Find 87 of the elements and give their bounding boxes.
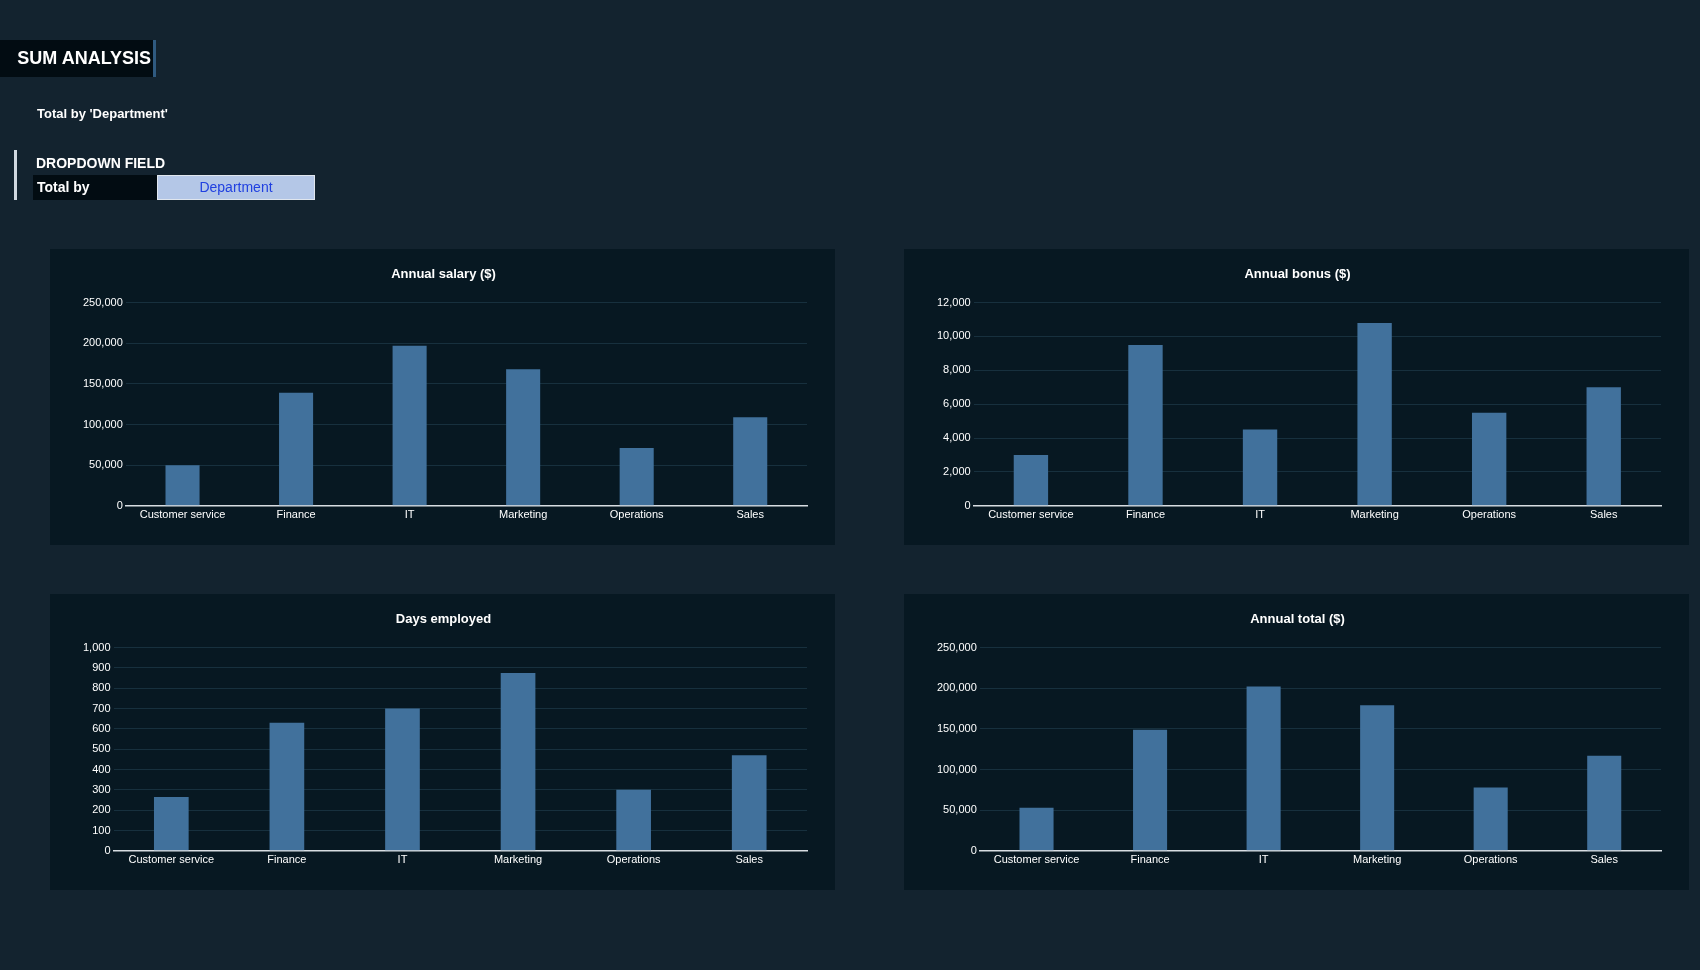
x-tick-label: IT bbox=[397, 853, 408, 866]
text: DROPDOWN FIELD bbox=[36, 155, 166, 171]
bar bbox=[269, 722, 305, 851]
y-tick-label: 200,000 bbox=[937, 681, 977, 694]
bar bbox=[1586, 387, 1621, 506]
y-tick-label: 600 bbox=[92, 721, 111, 734]
bar bbox=[1242, 429, 1278, 506]
x-tick-label: Marketing bbox=[493, 853, 543, 866]
y-tick-label: 150,000 bbox=[83, 376, 123, 389]
bar bbox=[153, 796, 189, 851]
bar bbox=[1357, 322, 1392, 506]
y-tick-label: 10,000 bbox=[936, 329, 971, 342]
x-tick-label: Operations bbox=[609, 508, 665, 521]
x-tick-label: Finance bbox=[276, 508, 316, 521]
y-tick-label: 200 bbox=[92, 803, 111, 816]
text: Total by bbox=[33, 175, 157, 200]
y-tick-label: 100 bbox=[92, 823, 111, 836]
text: SUM ANALYSIS bbox=[0, 40, 156, 77]
bar bbox=[392, 345, 427, 506]
bar bbox=[500, 673, 536, 851]
x-tick-label: Finance bbox=[267, 853, 307, 866]
x-tick-label: Customer service bbox=[128, 853, 215, 866]
x-tick-label: Customer service bbox=[139, 508, 226, 521]
y-tick-label: 200,000 bbox=[83, 336, 123, 349]
y-tick-label: 100,000 bbox=[937, 762, 977, 775]
x-tick-label: Sales bbox=[735, 853, 764, 866]
x-tick-label: Marketing bbox=[1353, 853, 1402, 866]
y-tick-label: 6,000 bbox=[943, 397, 971, 410]
text: Department bbox=[157, 175, 315, 200]
x-tick-label: Sales bbox=[1590, 853, 1619, 866]
x-tick-label: IT bbox=[1255, 508, 1266, 521]
y-tick-label: 1,000 bbox=[83, 640, 111, 653]
chart-title: Annual bonus ($) bbox=[1244, 266, 1351, 282]
y-tick-label: 0 bbox=[964, 498, 971, 511]
bar bbox=[1013, 455, 1049, 506]
y-tick-label: 250,000 bbox=[937, 640, 977, 653]
bar bbox=[1360, 705, 1395, 851]
bar bbox=[733, 417, 768, 506]
bar bbox=[619, 448, 654, 506]
bar bbox=[616, 789, 651, 851]
x-tick-label: Sales bbox=[736, 508, 765, 521]
x-tick-label: Marketing bbox=[499, 508, 548, 521]
bar bbox=[385, 708, 420, 851]
y-tick-label: 100,000 bbox=[83, 417, 123, 430]
x-tick-label: Customer service bbox=[993, 853, 1080, 866]
bar bbox=[1019, 807, 1054, 851]
text: Total by 'Department' bbox=[37, 106, 168, 121]
y-tick-label: 700 bbox=[92, 701, 111, 714]
y-tick-label: 0 bbox=[116, 498, 123, 511]
chart-title: Days employed bbox=[395, 611, 492, 627]
x-tick-label: IT bbox=[1258, 853, 1269, 866]
x-tick-label: Operations bbox=[1463, 853, 1519, 866]
bar bbox=[1133, 729, 1168, 851]
y-tick-label: 800 bbox=[92, 681, 111, 694]
y-tick-label: 0 bbox=[970, 843, 977, 856]
y-tick-label: 4,000 bbox=[943, 431, 971, 444]
y-tick-label: 2,000 bbox=[943, 464, 971, 477]
bar bbox=[1246, 686, 1281, 851]
x-tick-label: Sales bbox=[1589, 508, 1618, 521]
x-tick-label: Operations bbox=[1462, 508, 1517, 521]
bar bbox=[1473, 787, 1508, 851]
x-tick-label: Finance bbox=[1125, 508, 1166, 521]
y-tick-label: 8,000 bbox=[943, 363, 971, 376]
bar bbox=[165, 465, 200, 506]
x-tick-label: IT bbox=[404, 508, 415, 521]
bar bbox=[279, 392, 314, 506]
x-tick-label: Marketing bbox=[1350, 508, 1399, 521]
bar bbox=[1471, 412, 1507, 506]
y-tick-label: 250,000 bbox=[83, 295, 123, 308]
y-tick-label: 0 bbox=[104, 843, 111, 856]
y-tick-label: 400 bbox=[92, 762, 111, 775]
chart-title: Annual total ($) bbox=[1250, 611, 1345, 627]
bar bbox=[506, 369, 541, 506]
y-tick-label: 500 bbox=[92, 742, 111, 755]
bar bbox=[731, 755, 767, 851]
bar bbox=[1587, 755, 1622, 851]
y-tick-label: 50,000 bbox=[943, 803, 977, 816]
x-tick-label: Customer service bbox=[988, 508, 1074, 521]
y-tick-label: 50,000 bbox=[89, 458, 123, 471]
bar bbox=[1128, 344, 1163, 506]
y-tick-label: 150,000 bbox=[937, 721, 977, 734]
chart-title: Annual salary ($) bbox=[391, 266, 496, 282]
x-tick-label: Operations bbox=[606, 853, 662, 866]
y-tick-label: 12,000 bbox=[936, 295, 971, 308]
y-tick-label: 900 bbox=[92, 660, 111, 673]
y-tick-label: 300 bbox=[92, 782, 111, 795]
x-tick-label: Finance bbox=[1130, 853, 1170, 866]
